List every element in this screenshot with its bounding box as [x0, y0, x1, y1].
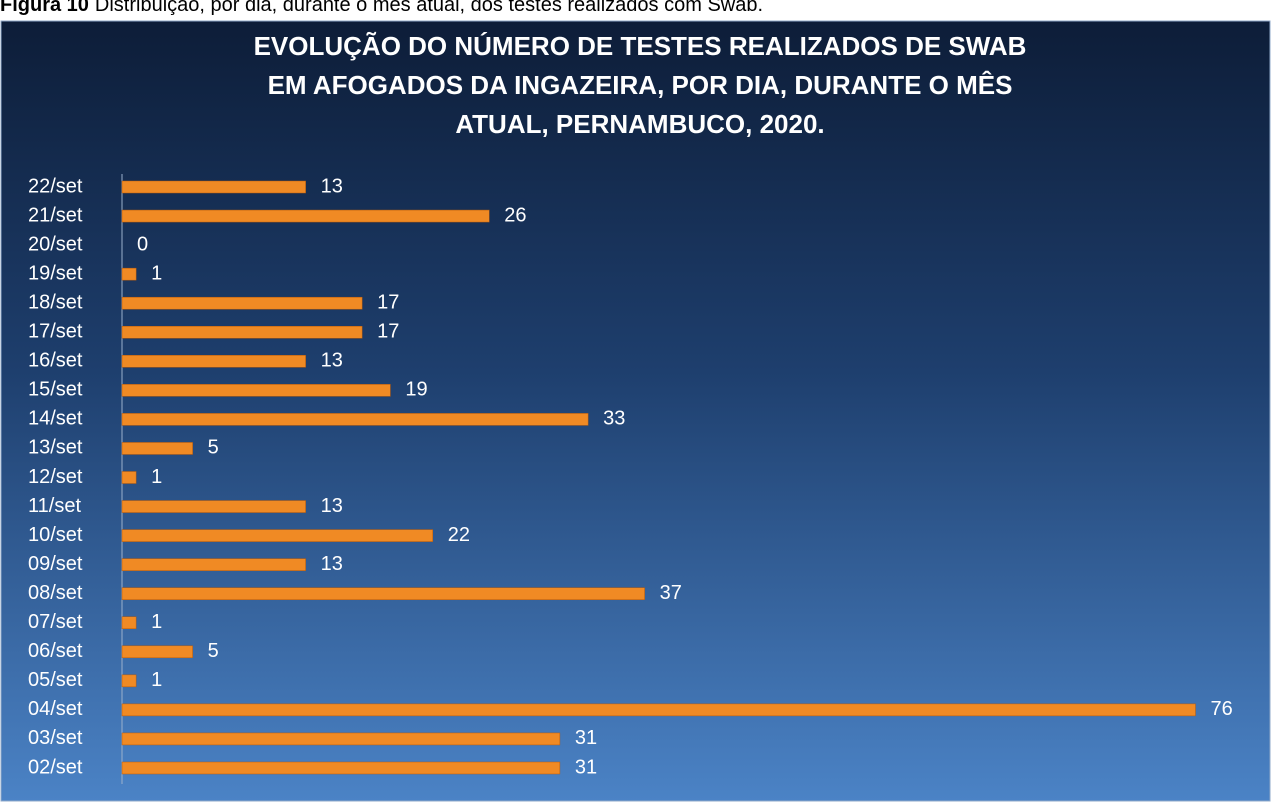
y-tick-label: 17/set	[28, 321, 83, 343]
y-tick-label: 14/set	[28, 408, 83, 430]
data-label: 19	[405, 379, 427, 401]
data-label: 13	[321, 350, 343, 372]
y-tick-label: 02/set	[28, 756, 83, 778]
data-label: 5	[208, 640, 219, 662]
data-label: 13	[321, 175, 343, 197]
y-tick-label: 11/set	[28, 495, 81, 517]
data-label: 31	[575, 756, 597, 778]
bar	[121, 529, 433, 542]
data-label: 1	[151, 466, 162, 488]
data-label: 33	[603, 408, 625, 430]
data-label: 13	[321, 553, 343, 575]
data-label: 1	[151, 611, 162, 633]
y-tick-label: 06/set	[28, 640, 83, 662]
bar	[121, 355, 306, 368]
y-tick-label: 10/set	[28, 524, 83, 546]
data-label: 31	[575, 727, 597, 749]
bar	[121, 180, 306, 194]
bar	[121, 558, 306, 571]
chart-title-line: EVOLUÇÃO DO NÚMERO DE TESTES REALIZADOS …	[254, 31, 1027, 61]
y-tick-label: 09/set	[28, 553, 83, 575]
bar	[121, 761, 561, 775]
y-tick-label: 13/set	[28, 437, 83, 459]
y-tick-label: 18/set	[28, 291, 83, 313]
bar	[121, 703, 1196, 717]
y-tick-label: 21/set	[28, 204, 83, 226]
data-label: 37	[660, 582, 682, 604]
data-label: 17	[377, 291, 399, 313]
caption-text: Distribuição, por dia, durante o mês atu…	[95, 0, 763, 16]
data-label: 0	[137, 233, 148, 255]
y-tick-label: 08/set	[28, 582, 83, 604]
y-tick-label: 03/set	[28, 727, 83, 749]
y-tick-label: 22/set	[28, 175, 83, 197]
y-tick-label: 07/set	[28, 611, 83, 633]
y-tick-label: 05/set	[28, 669, 83, 691]
bar	[121, 500, 306, 513]
data-label: 26	[504, 204, 526, 226]
chart-background	[0, 20, 1271, 802]
bar	[121, 674, 137, 688]
bar	[121, 209, 490, 223]
chart-title-line: ATUAL, PERNAMBUCO, 2020.	[455, 109, 824, 139]
y-tick-label: 20/set	[28, 233, 83, 255]
y-tick-label: 12/set	[28, 466, 83, 488]
bar	[121, 645, 193, 659]
bar	[121, 413, 589, 426]
bar	[121, 296, 363, 310]
y-tick-label: 15/set	[28, 379, 83, 401]
data-label: 76	[1211, 698, 1233, 720]
y-tick-label: 19/set	[28, 262, 83, 284]
data-label: 22	[448, 524, 470, 546]
y-tick-label: 04/set	[28, 698, 83, 720]
data-label: 13	[321, 495, 343, 517]
bar	[121, 442, 193, 455]
caption: Figura 10 Distribuição, por dia, durante …	[0, 0, 763, 16]
bar	[121, 471, 137, 484]
y-tick-label: 16/set	[28, 350, 83, 372]
bar	[121, 384, 391, 397]
data-label: 1	[151, 669, 162, 691]
bar	[121, 267, 137, 281]
bar	[121, 732, 561, 746]
bar	[121, 587, 645, 600]
bar	[121, 616, 137, 629]
data-label: 17	[377, 321, 399, 343]
data-label: 1	[151, 262, 162, 284]
bar	[121, 326, 363, 339]
chart-title: EVOLUÇÃO DO NÚMERO DE TESTES REALIZADOS …	[254, 31, 1027, 139]
chart-title-line: EM AFOGADOS DA INGAZEIRA, POR DIA, DURAN…	[268, 70, 1013, 100]
caption-label: Figura 10	[0, 0, 89, 16]
data-label: 5	[208, 437, 219, 459]
